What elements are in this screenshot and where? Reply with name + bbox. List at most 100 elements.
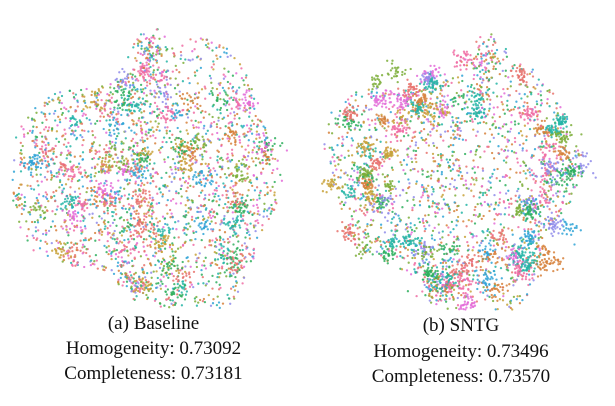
scatter-point xyxy=(194,74,197,77)
scatter-point xyxy=(60,166,63,169)
scatter-point xyxy=(386,219,389,223)
scatter-point xyxy=(151,150,154,153)
scatter-point xyxy=(223,254,227,257)
scatter-point xyxy=(235,123,239,126)
scatter-point xyxy=(258,136,261,139)
scatter-point xyxy=(230,258,233,261)
scatter-point xyxy=(210,41,213,44)
scatter-point xyxy=(165,293,168,296)
scatter-point xyxy=(167,268,170,271)
scatter-point xyxy=(156,114,159,118)
scatter-point xyxy=(139,227,143,231)
scatter-point xyxy=(221,254,225,258)
scatter-point xyxy=(151,209,154,212)
scatter-point xyxy=(132,120,135,123)
scatter-point xyxy=(464,308,467,311)
scatter-point xyxy=(108,128,111,132)
scatter-point xyxy=(121,172,124,175)
scatter-point xyxy=(418,264,421,267)
scatter-point xyxy=(101,230,104,234)
scatter-point xyxy=(157,113,161,116)
scatter-point xyxy=(101,156,104,160)
scatter-point xyxy=(154,73,158,76)
scatter-point xyxy=(104,203,107,206)
scatter-point xyxy=(67,257,70,260)
scatter-point xyxy=(240,215,243,218)
scatter-point xyxy=(245,177,248,180)
scatter-point xyxy=(143,120,146,124)
scatter-point xyxy=(116,127,119,130)
scatter-point xyxy=(409,273,413,276)
scatter-point xyxy=(413,268,416,271)
scatter-point xyxy=(220,256,223,260)
scatter-point xyxy=(217,116,220,119)
scatter-point xyxy=(127,261,130,264)
scatter-point xyxy=(444,185,447,189)
scatter-point xyxy=(131,84,134,87)
scatter-point xyxy=(81,185,85,188)
scatter-point xyxy=(127,80,130,83)
scatter-point xyxy=(193,155,197,158)
scatter-point xyxy=(20,203,24,206)
scatter-point xyxy=(259,189,262,193)
scatter-point xyxy=(141,65,144,68)
scatter-point xyxy=(458,164,461,167)
scatter-point xyxy=(134,88,137,92)
scatter-point xyxy=(108,94,111,97)
scatter-point xyxy=(126,178,129,181)
scatter-point xyxy=(149,89,152,92)
scatter-point xyxy=(381,152,384,155)
scatter-point xyxy=(100,167,103,171)
scatter-point xyxy=(117,280,120,283)
scatter-point xyxy=(230,179,233,183)
scatter-point xyxy=(232,98,235,102)
scatter-point xyxy=(262,125,265,128)
scatter-point xyxy=(155,28,158,31)
scatter-point xyxy=(196,144,199,147)
scatter-point xyxy=(215,303,219,307)
scatter-point xyxy=(69,261,73,265)
scatter-point xyxy=(464,139,468,142)
scatter-point xyxy=(215,123,219,126)
scatter-point xyxy=(36,157,39,160)
scatter-point xyxy=(472,128,475,131)
scatter-point xyxy=(460,211,463,214)
scatter-point xyxy=(389,194,392,198)
scatter-point xyxy=(144,100,147,103)
scatter-point xyxy=(143,183,146,187)
scatter-point xyxy=(253,212,256,215)
scatter-point xyxy=(134,193,137,196)
scatter-point xyxy=(523,101,526,104)
scatter-point xyxy=(153,255,156,258)
scatter-point xyxy=(149,227,153,230)
scatter-point xyxy=(135,157,139,161)
scatter-point xyxy=(80,122,84,125)
scatter-point xyxy=(174,171,178,175)
scatter-point xyxy=(230,152,234,155)
scatter-point xyxy=(194,136,197,139)
scatter-point xyxy=(110,269,113,272)
scatter-point xyxy=(142,238,146,241)
scatter-point xyxy=(508,130,512,133)
scatter-point xyxy=(102,265,106,268)
scatter-point xyxy=(81,246,84,249)
scatter-point xyxy=(110,210,114,214)
scatter-point xyxy=(172,257,175,260)
scatter-point xyxy=(510,121,513,124)
scatter-point xyxy=(202,260,206,263)
scatter-point xyxy=(141,158,144,162)
scatter-point xyxy=(136,235,139,238)
scatter-point xyxy=(353,127,357,130)
scatter-point xyxy=(200,268,203,272)
scatter-point xyxy=(383,231,387,234)
scatter-point xyxy=(148,82,152,85)
scatter-point xyxy=(263,149,266,153)
scatter-point xyxy=(39,206,42,209)
scatter-point xyxy=(163,35,166,38)
scatter-point xyxy=(391,187,394,191)
scatter-point xyxy=(518,194,521,197)
scatter-point xyxy=(390,221,393,224)
scatter-point xyxy=(148,283,151,286)
scatter-point xyxy=(157,122,160,125)
scatter-point xyxy=(175,269,178,273)
